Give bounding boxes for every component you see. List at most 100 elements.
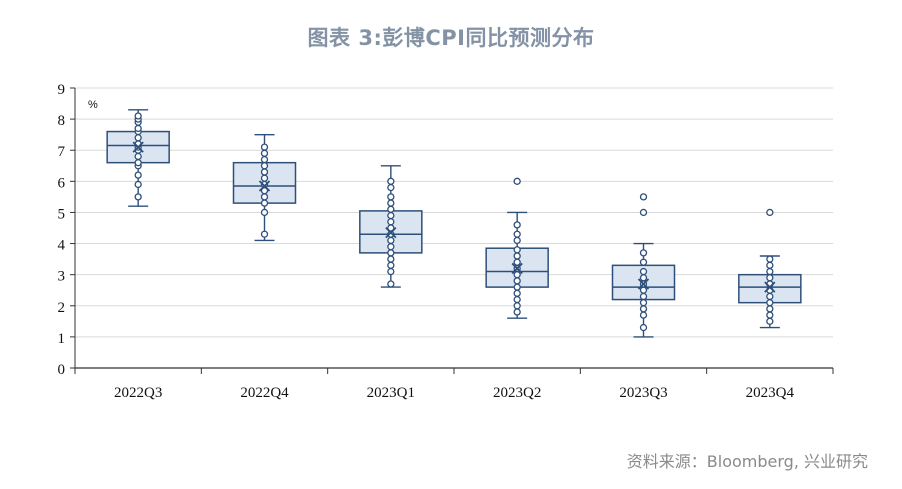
box-2023Q4 [738, 208, 802, 329]
data-point [639, 208, 648, 217]
data-point [387, 267, 395, 276]
data-point [134, 134, 142, 142]
data-point [134, 152, 142, 161]
mean-marker [132, 141, 144, 153]
box-plot-chart: 0 1 2 3 4 5 6 7 8 9% 2022Q3 2022Q4 2023Q1 2023Q2 2023… [58, 82, 834, 401]
data-point [639, 323, 648, 332]
data-point [134, 159, 142, 167]
data-point [513, 289, 521, 297]
y-tick-label: 4 [58, 238, 66, 254]
data-point [134, 112, 142, 120]
data-point [513, 177, 521, 185]
box-2022Q4 [232, 133, 297, 242]
data-point [513, 230, 521, 238]
data-point [260, 230, 269, 238]
data-point [134, 124, 142, 133]
data-point [513, 283, 521, 291]
chart-title: 图表 3:彭博CPI同比预测分布 [307, 26, 595, 50]
data-point [766, 255, 774, 263]
x-tick-label: 2023Q4 [746, 385, 795, 401]
data-point [766, 274, 774, 282]
data-point [387, 183, 395, 192]
data-point [639, 305, 648, 313]
data-point [766, 267, 774, 276]
data-point [134, 171, 142, 179]
data-point [260, 168, 269, 176]
data-point [513, 236, 521, 245]
data-point [387, 193, 395, 201]
data-point [639, 286, 648, 294]
unit-label: % [88, 99, 98, 111]
y-tick-label: 3 [58, 269, 66, 285]
data-point [639, 311, 648, 319]
y-tick-label: 6 [58, 175, 66, 191]
data-point [387, 205, 395, 213]
y-tick-label: 9 [58, 82, 66, 98]
x-tick-label: 2022Q3 [114, 385, 162, 401]
data-point [260, 155, 269, 164]
y-tick-label: 2 [58, 300, 66, 316]
data-point [766, 299, 774, 307]
data-point [766, 311, 774, 319]
data-point [134, 193, 142, 201]
data-point [513, 295, 521, 304]
mean-marker [258, 180, 271, 192]
data-point [134, 180, 142, 189]
y-axis: 0 1 2 3 4 5 6 7 8 9% [58, 82, 99, 378]
y-tick-label: 0 [58, 362, 66, 378]
data-point [513, 308, 521, 316]
data-point [513, 221, 521, 229]
y-tick-label: 7 [58, 144, 66, 160]
data-point [387, 177, 395, 185]
grid-lines [75, 87, 833, 338]
data-point [387, 199, 395, 207]
data-point [766, 305, 774, 313]
data-point [260, 193, 269, 201]
data-point [766, 292, 774, 301]
data-point [260, 208, 269, 217]
data-point [260, 162, 269, 170]
data-point [260, 149, 269, 157]
box-2023Q1 [359, 165, 423, 288]
data-point [766, 208, 774, 217]
data-point [639, 258, 648, 266]
mean-marker [385, 227, 397, 239]
box-2022Q3 [106, 109, 170, 207]
data-point [260, 174, 269, 182]
data-point [639, 299, 648, 307]
data-point [639, 249, 648, 257]
box-2023Q3 [611, 193, 676, 338]
data-point [260, 199, 269, 207]
data-point [766, 261, 774, 269]
mean-marker [764, 281, 776, 293]
data-point [387, 249, 395, 257]
data-point [639, 274, 648, 282]
data-point [387, 255, 395, 263]
mean-marker [637, 278, 650, 290]
data-point [387, 280, 395, 288]
data-point [513, 246, 521, 254]
mean-marker [511, 262, 523, 275]
x-tick-label: 2023Q3 [619, 385, 667, 401]
data-point [387, 218, 395, 226]
data-point [639, 292, 648, 301]
data-point [513, 277, 521, 285]
x-tick-label: 2023Q2 [493, 385, 541, 401]
data-point [639, 267, 648, 276]
box-2023Q2 [485, 177, 549, 319]
data-point [260, 143, 269, 151]
data-point [639, 193, 648, 201]
x-tick-label: 2022Q4 [240, 385, 289, 401]
x-tick-label: 2023Q1 [367, 385, 415, 401]
data-point [513, 271, 521, 279]
data-point [513, 258, 521, 266]
x-axis: 2022Q3 2022Q4 2023Q1 2023Q2 2023Q3 2023Q4 [74, 367, 834, 401]
data-point [387, 211, 395, 220]
y-tick-label: 5 [58, 206, 66, 222]
source-note: 资料来源：Bloomberg, 兴业研究 [626, 452, 868, 471]
data-point [766, 317, 774, 325]
data-point [513, 302, 521, 310]
data-point [387, 236, 395, 245]
data-point [387, 261, 395, 269]
y-tick-label: 1 [58, 331, 66, 347]
